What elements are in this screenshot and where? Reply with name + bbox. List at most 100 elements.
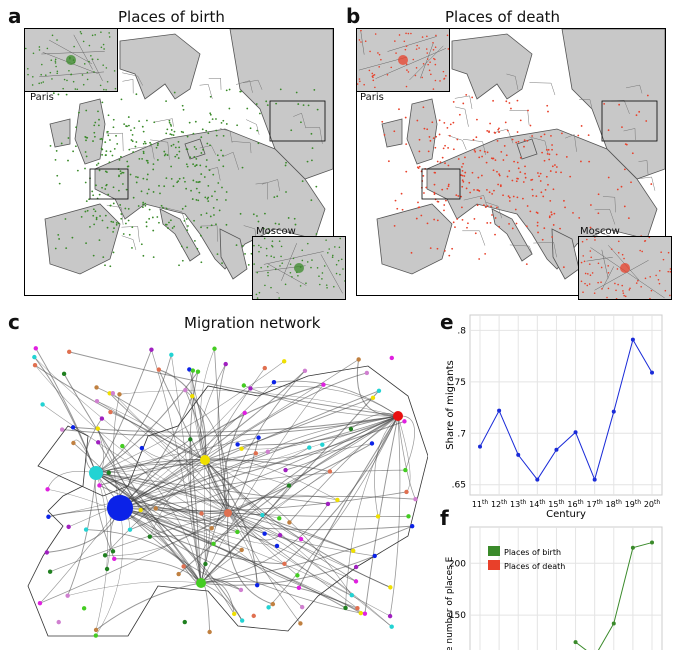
- inset-dot: [414, 74, 417, 77]
- place-dot: [109, 139, 111, 141]
- place-dot: [555, 153, 558, 156]
- place-dot: [109, 265, 112, 268]
- inset-dot: [589, 274, 592, 277]
- inset-dot: [421, 76, 423, 79]
- data-point: [497, 408, 502, 413]
- place-dot: [597, 212, 600, 215]
- place-dot: [118, 174, 120, 177]
- place-dot: [429, 139, 432, 142]
- place-dot: [396, 207, 399, 210]
- place-dot: [522, 197, 524, 200]
- place-dot: [447, 164, 450, 167]
- inset-dot: [46, 47, 49, 50]
- place-dot: [186, 229, 189, 232]
- place-dot: [578, 217, 581, 219]
- place-dot: [215, 223, 217, 226]
- admin-border: [243, 225, 257, 238]
- place-dot: [199, 234, 202, 237]
- place-dot: [138, 120, 141, 123]
- place-dot: [157, 142, 159, 145]
- place-dot: [173, 130, 176, 133]
- inset-dot: [292, 257, 295, 260]
- place-dot: [85, 155, 88, 158]
- inset-dot: [621, 284, 624, 287]
- network-node: [95, 426, 101, 431]
- panel-letter-f: f: [440, 506, 449, 530]
- place-dot: [565, 156, 568, 158]
- data-point: [573, 640, 578, 645]
- place-dot: [530, 179, 533, 181]
- migration-edge: [108, 415, 399, 473]
- land-region-7: [219, 228, 248, 280]
- place-dot: [204, 196, 207, 199]
- data-point: [535, 477, 540, 482]
- place-dot: [241, 245, 244, 247]
- place-dot: [105, 184, 108, 187]
- place-dot: [315, 233, 318, 235]
- place-dot: [451, 247, 454, 250]
- place-dot: [97, 110, 99, 113]
- place-dot: [76, 169, 79, 172]
- death-dots: [381, 88, 658, 269]
- inset-dot: [368, 69, 371, 72]
- place-dot: [222, 165, 225, 168]
- place-dot: [206, 197, 209, 200]
- place-dot: [185, 187, 188, 190]
- place-dot: [247, 263, 250, 266]
- inset-dot: [442, 70, 445, 73]
- place-dot: [464, 171, 467, 174]
- land-region-5: [376, 203, 453, 275]
- place-dot: [170, 177, 173, 180]
- inset-dot: [607, 265, 610, 267]
- inset-dot: [594, 239, 596, 241]
- place-dot: [486, 222, 489, 224]
- place-dot: [212, 206, 215, 209]
- inset-dot: [394, 40, 396, 42]
- place-dot: [423, 192, 425, 194]
- place-dot: [526, 205, 529, 207]
- place-dot: [84, 167, 86, 170]
- network-node: [195, 369, 201, 374]
- inset-dot: [267, 274, 269, 277]
- migration-edge: [204, 372, 367, 461]
- place-dot: [416, 119, 419, 122]
- migration-edge: [96, 400, 206, 461]
- place-dot: [178, 150, 181, 153]
- inset-dot: [582, 255, 585, 257]
- migration-edge: [200, 581, 362, 614]
- place-dot: [239, 90, 242, 93]
- network-node: [46, 514, 51, 519]
- place-dot: [156, 144, 159, 147]
- network-node: [413, 497, 418, 502]
- place-dot: [208, 121, 211, 124]
- inset-dot: [589, 250, 592, 252]
- place-dot: [301, 180, 304, 183]
- network-node: [239, 446, 244, 451]
- inset-dot: [94, 34, 96, 36]
- place-dot: [485, 161, 488, 164]
- place-dot: [479, 149, 482, 152]
- inset-dot: [360, 29, 362, 32]
- panel-title-a: Places of birth: [118, 8, 225, 26]
- inset-dot: [51, 34, 54, 37]
- place-dot: [524, 176, 527, 179]
- network-hub: [393, 411, 403, 421]
- place-dot: [311, 147, 314, 150]
- inset-dot: [582, 291, 584, 294]
- place-dot: [477, 176, 480, 179]
- place-dot: [101, 138, 104, 141]
- place-dot: [146, 178, 148, 181]
- migration-edge: [95, 582, 202, 631]
- network-node: [181, 564, 186, 569]
- place-dot: [178, 264, 180, 267]
- inset-dot: [256, 297, 259, 299]
- place-dot: [140, 190, 143, 193]
- place-dot: [543, 227, 546, 230]
- place-dot: [461, 185, 464, 188]
- place-dot: [184, 205, 187, 208]
- inset-dot: [667, 251, 670, 254]
- admin-border: [623, 128, 636, 140]
- network-node: [32, 363, 38, 368]
- inset-dot: [621, 253, 624, 256]
- place-dot: [80, 215, 83, 218]
